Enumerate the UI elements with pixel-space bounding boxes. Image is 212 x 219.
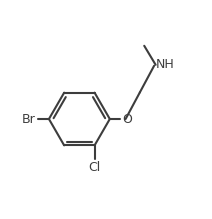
Text: NH: NH bbox=[156, 58, 175, 71]
Text: O: O bbox=[122, 113, 132, 125]
Text: Cl: Cl bbox=[88, 161, 101, 174]
Text: Br: Br bbox=[22, 113, 36, 125]
